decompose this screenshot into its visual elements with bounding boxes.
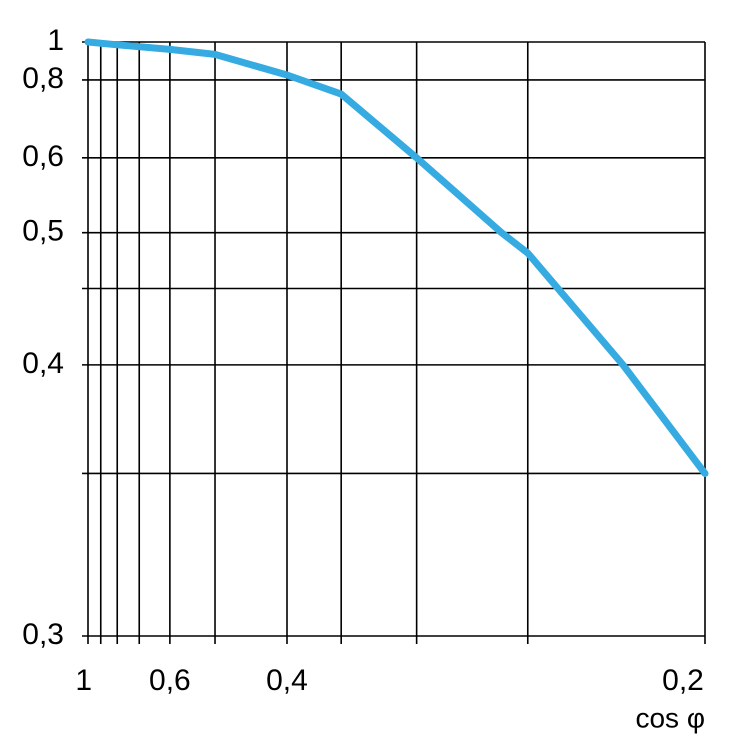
- x-tick-label: 0,6: [149, 664, 191, 697]
- x-tick-label: 0,2: [662, 664, 704, 697]
- y-tick-label: 0,8: [22, 62, 64, 95]
- data-line: [84, 38, 709, 477]
- y-tick-label: 0,4: [22, 347, 64, 380]
- x-tick-label: 0,4: [266, 664, 308, 697]
- y-tick-label: 0,5: [22, 215, 64, 248]
- y-tick-label: 0,6: [22, 140, 64, 173]
- x-tick-label: 1: [75, 664, 92, 697]
- x-axis-label: cos φ: [635, 702, 705, 733]
- y-tick-label: 1: [47, 24, 64, 57]
- y-tick-label: 0,3: [22, 618, 64, 651]
